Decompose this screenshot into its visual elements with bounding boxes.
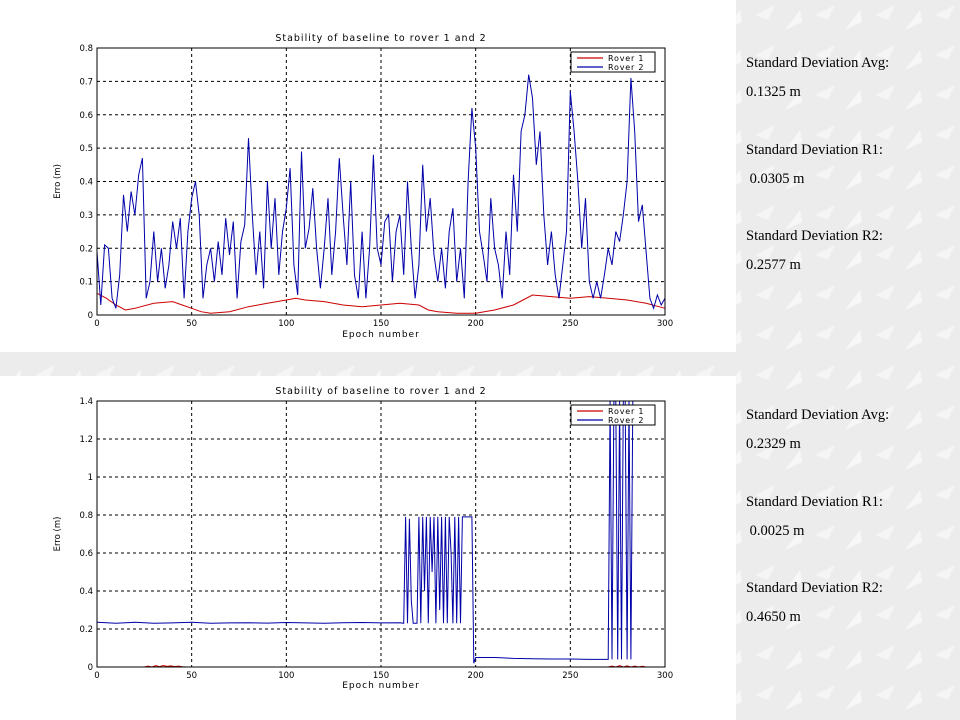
y-tick-label: 1	[88, 473, 93, 483]
plot-frame	[96, 400, 666, 668]
y-axis-label: Erro (m)	[53, 164, 63, 199]
stats-1-r1-label: Standard Deviation R1:	[746, 142, 883, 158]
chart-panel-1: 0 50 100 150 200 250 300 0 0.1 0.2 0.3 0.4 0.5 0.6 0.7…	[0, 0, 736, 352]
y-tick-label: 0.2	[79, 244, 93, 254]
stats-1-r2-label: Standard Deviation R2:	[746, 228, 883, 244]
x-tick-label: 150	[373, 319, 389, 329]
chart-title: Stability of baseline to rover 1 and 2	[275, 33, 486, 44]
y-tick-label: 0.5	[79, 144, 93, 154]
y-tick-label: 0.4	[79, 178, 93, 188]
y-tick-label: 0.3	[79, 211, 93, 221]
stats-1-avg-label: Standard Deviation Avg:	[746, 55, 890, 71]
x-tick-label: 100	[278, 671, 294, 681]
y-tick-label: 0.4	[79, 587, 93, 597]
y-axis-label: Erro (m)	[53, 517, 63, 552]
chart-2-svg: 0 50 100 150 200 250 300 0 0.2 0.4 0.6 0.8 1 1.2 1.4 St…	[53, 386, 673, 691]
legend-label: Rover 2	[608, 63, 644, 72]
stats-2-r1-value: 0.0025 m	[746, 523, 805, 539]
chart-1-svg: 0 50 100 150 200 250 300 0 0.1 0.2 0.3 0.4 0.5 0.6 0.7…	[53, 33, 673, 340]
y-tick-label: 0.8	[79, 44, 93, 54]
x-tick-label: 200	[468, 319, 484, 329]
x-tick-label: 50	[186, 319, 197, 329]
legend-label: Rover 1	[608, 54, 644, 63]
y-tick-label: 0	[88, 311, 93, 321]
x-axis-label: Epoch number	[342, 681, 420, 691]
plot-frame	[96, 47, 666, 316]
y-tick-label: 0.6	[79, 111, 93, 121]
stats-2-avg-label: Standard Deviation Avg:	[746, 407, 890, 423]
stats-1-r2-value: 0.2577 m	[746, 257, 801, 273]
x-tick-label: 300	[657, 671, 673, 681]
series-line-rover-2	[96, 400, 639, 664]
x-tick-label: 0	[94, 671, 99, 681]
x-tick-label: 250	[562, 319, 578, 329]
legend-label: Rover 1	[608, 407, 644, 416]
stats-1-r1-value: 0.0305 m	[746, 171, 805, 187]
chart-title: Stability of baseline to rover 1 and 2	[275, 386, 486, 397]
x-tick-label: 150	[373, 671, 389, 681]
stats-1-avg-value: 0.1325 m	[746, 84, 801, 100]
x-axis-label: Epoch number	[342, 330, 420, 340]
stats-2-r2-value: 0.4650 m	[746, 609, 801, 625]
stats-2-r1-label: Standard Deviation R1:	[746, 494, 883, 510]
y-tick-label: 0.7	[79, 77, 93, 87]
x-tick-label: 200	[468, 671, 484, 681]
y-tick-label: 0.2	[79, 625, 93, 635]
y-tick-label: 0.6	[79, 549, 93, 559]
y-tick-label: 0	[88, 663, 93, 673]
x-tick-label: 250	[562, 671, 578, 681]
series-line-rover-2	[96, 74, 666, 310]
x-tick-label: 100	[278, 319, 294, 329]
series-line-rover-1	[96, 292, 666, 314]
x-tick-label: 300	[657, 319, 673, 329]
chart-panel-2: 0 50 100 150 200 250 300 0 0.2 0.4 0.6 0.8 1 1.2 1.4 St…	[0, 376, 736, 720]
x-tick-label: 0	[94, 319, 99, 329]
x-tick-label: 50	[186, 671, 197, 681]
legend-label: Rover 2	[608, 416, 644, 425]
stats-2-r2-label: Standard Deviation R2:	[746, 580, 883, 596]
y-tick-label: 1.2	[79, 435, 93, 445]
stats-2-avg-value: 0.2329 m	[746, 436, 801, 452]
y-tick-label: 0.8	[79, 511, 93, 521]
y-tick-label: 0.1	[79, 278, 93, 288]
y-tick-label: 1.4	[79, 397, 93, 407]
